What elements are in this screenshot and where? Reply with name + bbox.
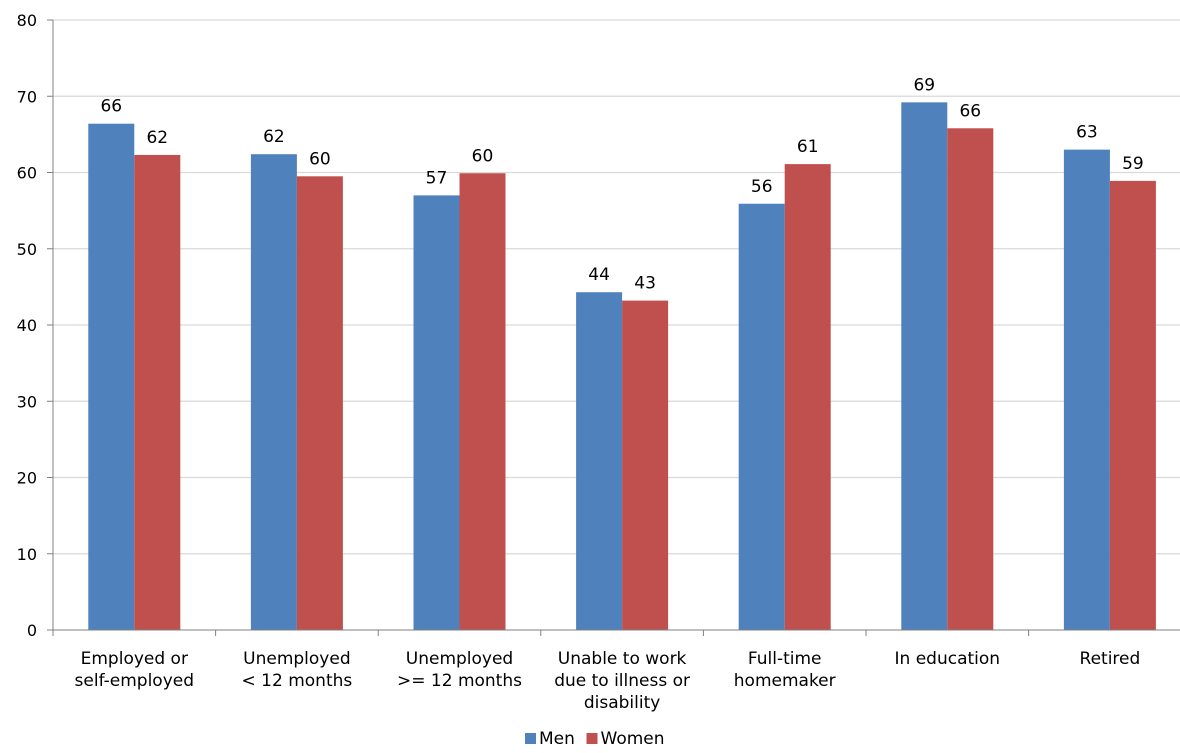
legend-swatch-women [586,733,598,744]
bar-men [1063,149,1110,630]
legend: Men Women [525,729,665,749]
bar-men [901,102,948,631]
bar-women [622,300,669,630]
data-label: 66 [959,101,981,121]
bars [88,102,1156,631]
bar-men [88,123,135,630]
data-label: 57 [426,168,448,188]
x-tick-label: Unemployed < 12 months [242,649,353,691]
data-label: 66 [100,97,122,117]
legend-label-women: Women [601,729,665,749]
legend-label-men: Men [539,729,575,749]
x-axis-labels: Employed or self-employed Unemployed < 12 m… [75,649,1141,713]
y-tick-label: 60 [17,164,37,183]
data-label: 61 [797,137,819,157]
bar-women [296,176,343,630]
y-tick-label: 10 [17,545,37,564]
bar-women [134,154,181,630]
data-label: 60 [309,149,331,169]
data-label: 56 [751,177,773,197]
x-tick-label: In education [895,649,1001,669]
y-tick-label: 20 [17,469,37,488]
x-tick-label: Retired [1080,649,1141,669]
data-labels: 66 62 62 60 57 60 44 43 56 61 69 66 63 59 [100,75,1143,293]
x-tick-label: Unable to work due to illness or disabilit… [554,649,690,713]
bar-women [784,164,831,631]
data-label: 62 [263,127,285,147]
x-tick-label: Full-time homemaker [734,649,836,691]
y-tick-label: 70 [17,87,37,106]
data-label: 62 [146,128,168,148]
data-label: 59 [1122,154,1144,174]
x-tick-label: Employed or self-employed [75,649,194,691]
bar-women [947,128,994,630]
data-label: 43 [634,274,656,294]
x-tick-label: Unemployed >= 12 months [397,649,522,691]
data-label: 63 [1076,123,1098,143]
bar-men [576,292,623,630]
y-tick-label: 30 [17,392,37,411]
bar-women [1109,180,1156,630]
y-tick-label: 40 [17,316,37,335]
bar-men [738,203,785,630]
y-axis-ticks: 0 10 20 30 40 50 60 70 80 [17,11,37,640]
legend-swatch-men [525,733,536,744]
y-tick-label: 50 [17,240,37,259]
bar-men [413,195,460,630]
y-tick-label: 80 [17,11,37,30]
axes [47,19,1180,636]
data-label: 60 [472,146,494,166]
data-label: 44 [588,265,610,285]
y-tick-label: 0 [27,621,37,640]
data-label: 69 [913,75,935,95]
bar-women [459,173,506,630]
bar-men [250,154,297,630]
